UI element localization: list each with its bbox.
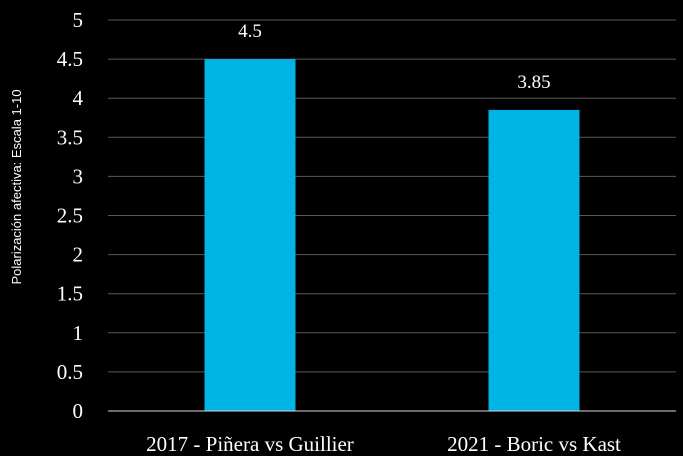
x-category-label: 2021 - Boric vs Kast xyxy=(447,432,621,456)
y-tick-label: 1 xyxy=(73,321,84,345)
y-axis-label: Polarización afectiva: Escala 1-10 xyxy=(9,89,24,284)
y-tick-label: 4.5 xyxy=(57,47,83,71)
y-tick-label: 0 xyxy=(73,399,84,423)
y-tick-label: 4 xyxy=(73,86,84,110)
data-label: 3.85 xyxy=(517,72,550,93)
y-axis-ticks: 0 0.5 1 1.5 2 2.5 3 3.5 4 4.5 5 xyxy=(57,8,84,423)
data-label: 4.5 xyxy=(238,21,262,42)
y-tick-label: 3.5 xyxy=(57,125,83,149)
bar-2 xyxy=(488,109,580,412)
x-category-label: 2017 - Piñera vs Guillier xyxy=(146,432,354,456)
y-tick-label: 1.5 xyxy=(57,282,83,306)
bars xyxy=(204,59,580,412)
y-tick-label: 2.5 xyxy=(57,204,83,228)
gridlines xyxy=(108,19,676,373)
y-tick-label: 0.5 xyxy=(57,360,83,384)
bar-1 xyxy=(204,59,296,411)
x-axis-categories: 2017 - Piñera vs Guillier 2021 - Boric vs… xyxy=(146,432,621,456)
y-tick-label: 5 xyxy=(73,8,84,32)
y-tick-label: 3 xyxy=(73,164,84,188)
y-tick-label: 2 xyxy=(73,243,84,267)
data-labels: 4.5 3.85 xyxy=(238,21,551,93)
